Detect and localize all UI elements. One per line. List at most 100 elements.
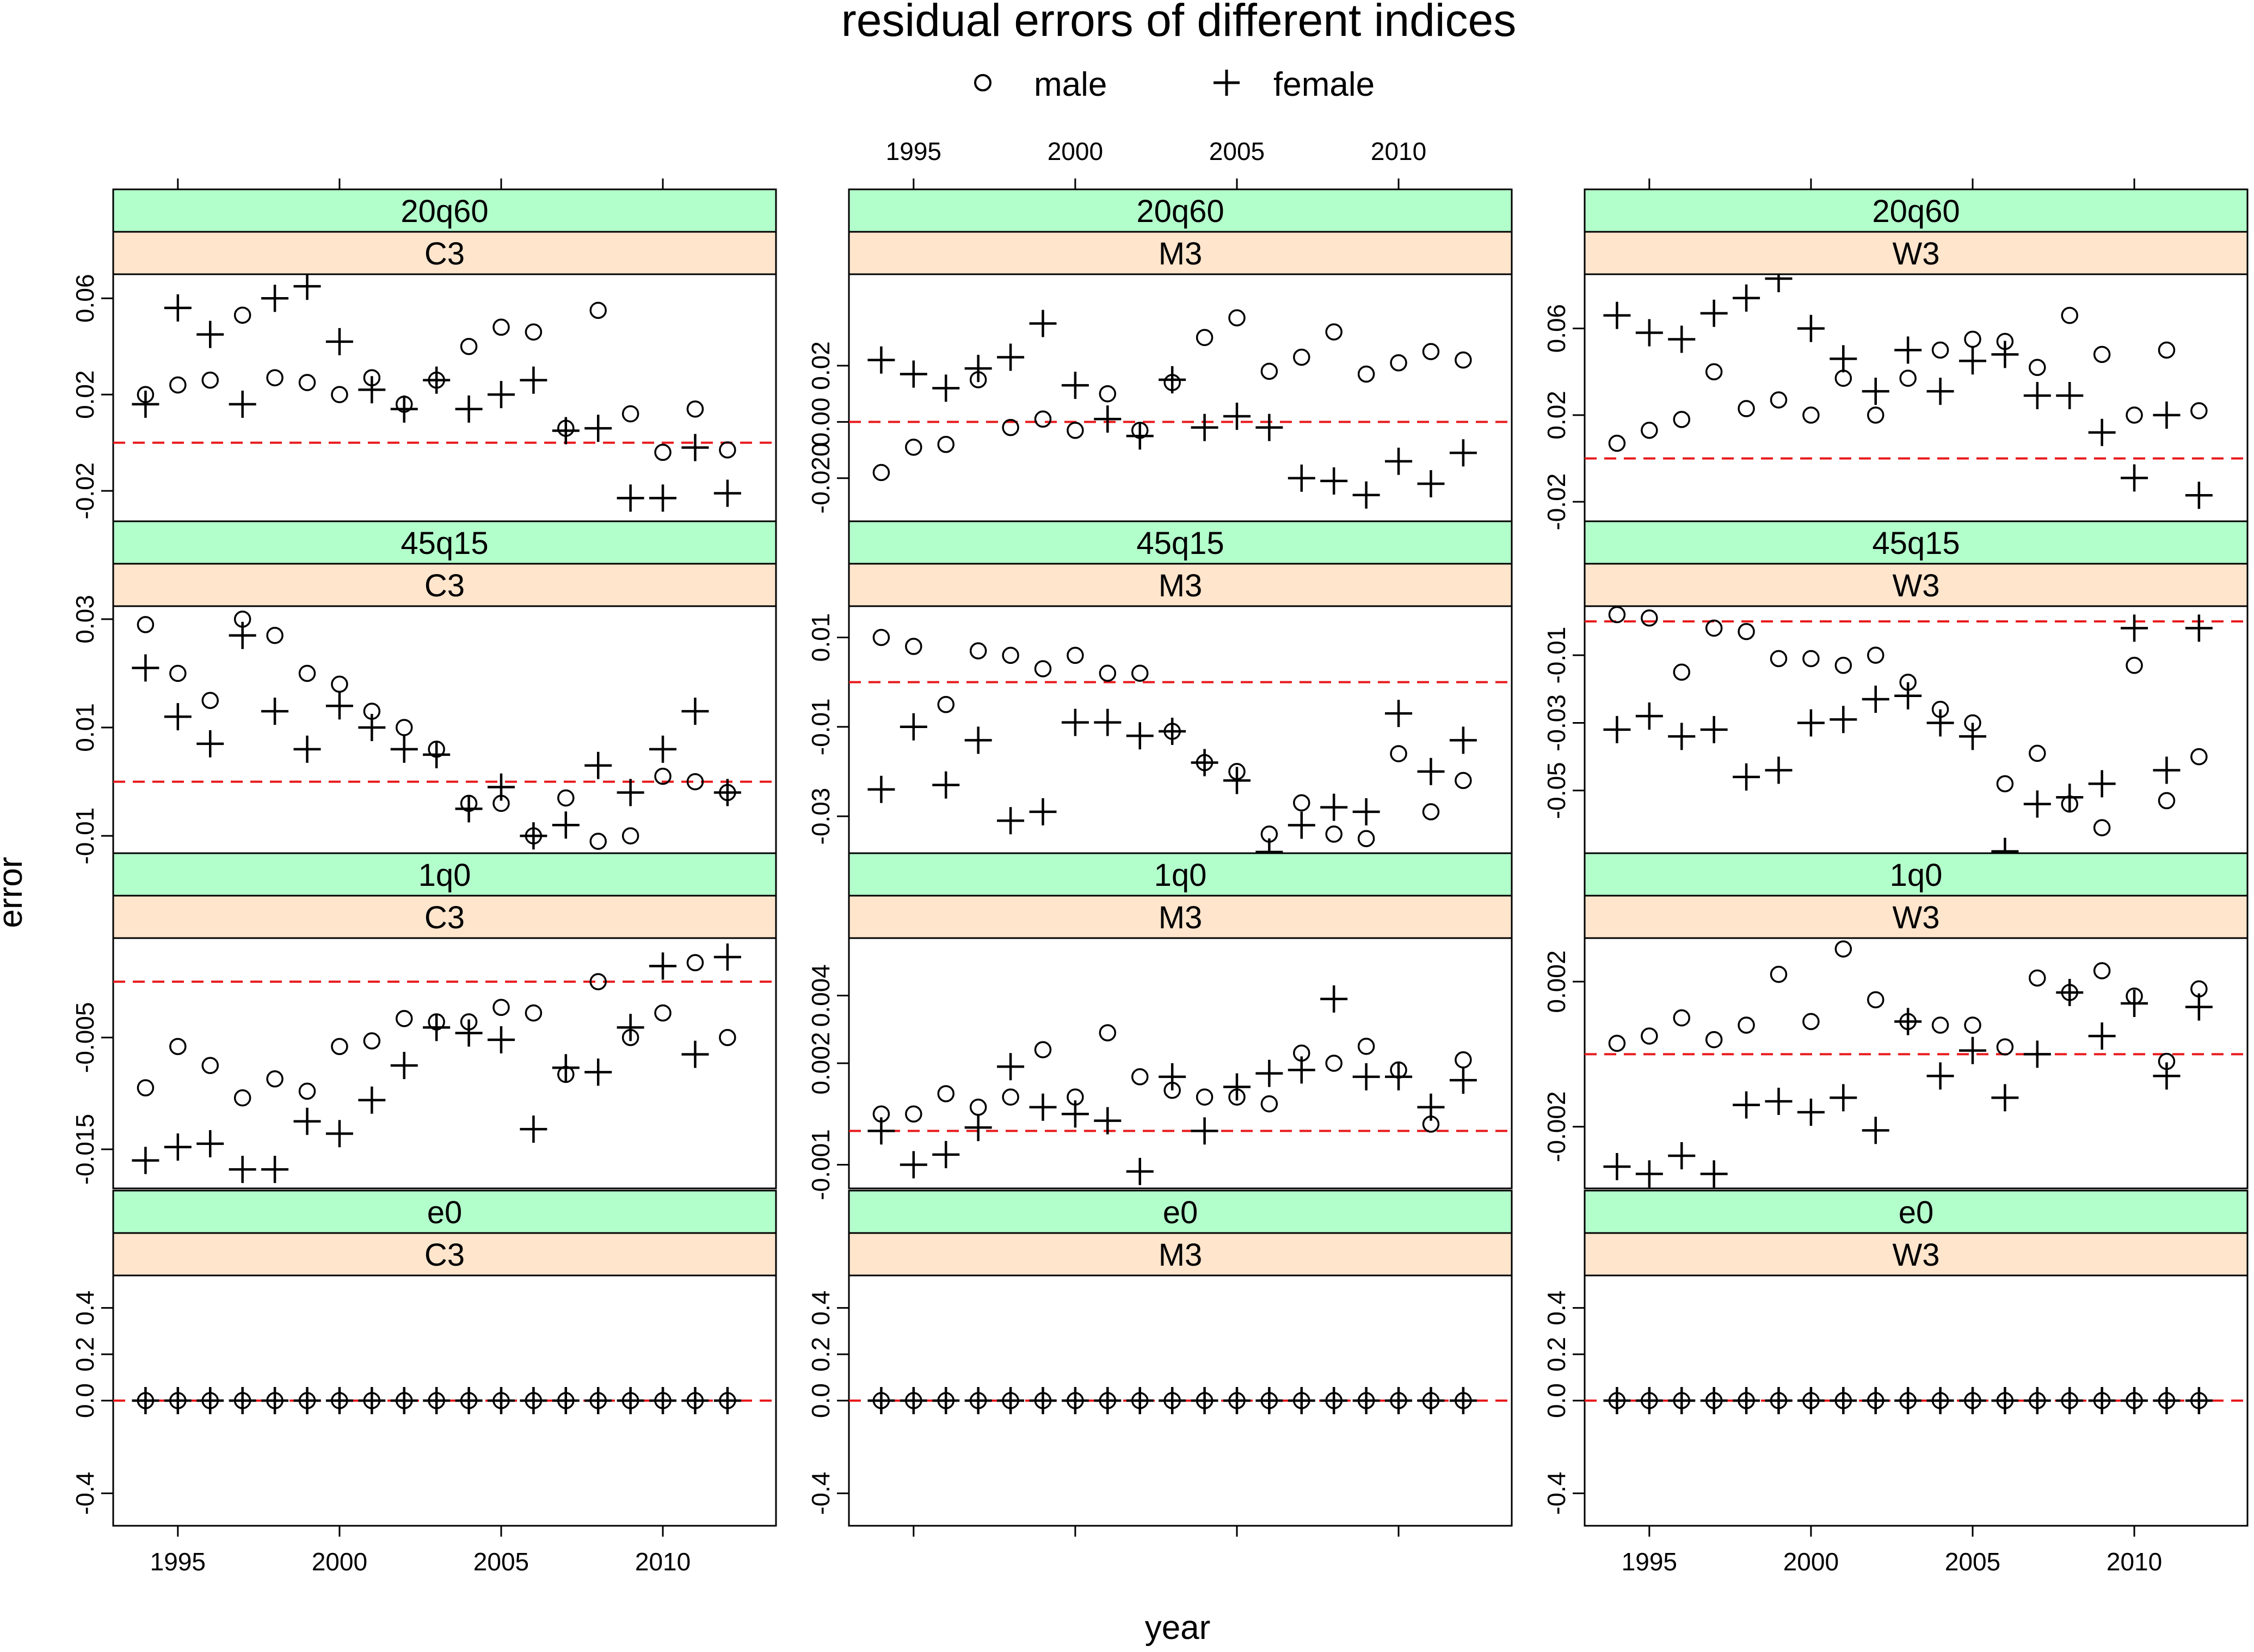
legend-female-label: female xyxy=(1273,66,1375,103)
male-point xyxy=(1325,323,1342,341)
female-point xyxy=(1417,1093,1445,1121)
index-strip xyxy=(848,1189,1513,1234)
female-point xyxy=(900,360,927,388)
model-strip-label: W3 xyxy=(1893,568,1940,603)
index-strip-label: 45q15 xyxy=(401,526,488,561)
male-point xyxy=(2158,341,2176,359)
male-point xyxy=(1034,1041,1052,1058)
y-tick-label: 0.2 xyxy=(71,1337,99,1372)
female-point xyxy=(932,1387,960,1414)
female-point xyxy=(1061,708,1089,736)
male-point xyxy=(1802,406,1820,424)
female-point xyxy=(1352,798,1380,825)
panel-e0-W3: e0 W3 -0.4 0.0 0.2 0.4 1995 2000 2005 2010 xyxy=(1542,1189,2249,1576)
panel-1q0-W3: 1q0 W3 -0.002 0.002 xyxy=(1542,852,2249,1189)
y-tick-label: 0.01 xyxy=(806,613,835,662)
male-point xyxy=(1608,434,1626,452)
male-point xyxy=(686,773,704,791)
index-strip-label: 45q15 xyxy=(1136,526,1224,561)
male-point xyxy=(1390,354,1407,372)
male-point xyxy=(937,1085,954,1102)
female-point xyxy=(1288,464,1315,492)
female-point xyxy=(1765,756,1793,784)
male-point xyxy=(589,973,607,990)
female-point xyxy=(1797,1387,1825,1414)
male-point xyxy=(905,638,922,655)
female-point xyxy=(2056,979,2084,1006)
female-point xyxy=(1320,793,1348,821)
female-point xyxy=(325,1387,353,1414)
male-point xyxy=(621,405,639,423)
female-point xyxy=(1320,467,1348,495)
female-point xyxy=(1991,1084,2019,1112)
female-point xyxy=(900,1387,927,1414)
y-tick-label: 0.2 xyxy=(1542,1337,1571,1372)
female-point xyxy=(964,1387,992,1414)
female-point xyxy=(997,1387,1025,1414)
female-point xyxy=(2023,1387,2051,1414)
male-point xyxy=(1455,772,1472,790)
female-point xyxy=(455,395,483,423)
y-tick-label: 0.02 xyxy=(1542,391,1571,440)
female-point xyxy=(261,698,289,725)
female-point xyxy=(1061,1387,1089,1414)
female-point xyxy=(2153,756,2181,784)
female-point xyxy=(261,1156,289,1183)
female-point xyxy=(584,1058,612,1086)
female-point xyxy=(1223,1073,1251,1101)
y-tick-label: -0.005 xyxy=(71,1002,99,1073)
panel-45q15-C3: 45q15 C3 -0.01 0.01 0.03 xyxy=(71,520,777,865)
female-point xyxy=(1352,1387,1380,1414)
male-point xyxy=(1834,940,1852,958)
female-point xyxy=(390,1052,418,1080)
female-point xyxy=(1255,1387,1283,1414)
model-strip-label: M3 xyxy=(1159,900,1203,935)
model-strip-label: M3 xyxy=(1159,1237,1203,1273)
male-point xyxy=(1422,343,1440,360)
female-point xyxy=(584,751,612,779)
female-point xyxy=(229,1156,256,1183)
female-point xyxy=(1700,299,1728,327)
female-point xyxy=(1288,1056,1315,1084)
x-tick-label-bottom: 2000 xyxy=(1783,1548,1839,1576)
female-point xyxy=(1765,1387,1793,1414)
female-point xyxy=(520,822,547,850)
male-point xyxy=(1641,609,1658,627)
index-strip-label: 20q60 xyxy=(1136,194,1224,229)
y-tick-label: 0.002 xyxy=(806,1032,835,1094)
female-point xyxy=(1700,1387,1728,1414)
female-point xyxy=(1126,422,1154,450)
x-tick-label-bottom: 1995 xyxy=(1622,1548,1677,1576)
male-point xyxy=(233,1089,251,1107)
index-strip xyxy=(1584,1189,2249,1234)
panel-points xyxy=(132,943,741,1183)
female-point xyxy=(325,328,353,355)
female-point xyxy=(487,1387,515,1414)
female-point xyxy=(713,943,741,971)
male-point xyxy=(589,833,607,850)
male-point xyxy=(1867,646,1885,664)
male-point xyxy=(1293,794,1310,812)
female-point xyxy=(1126,722,1154,750)
y-tick-label: -0.01 xyxy=(71,807,99,865)
female-point xyxy=(617,1014,644,1041)
male-point xyxy=(654,767,672,785)
female-point xyxy=(997,1053,1025,1081)
female-point xyxy=(1668,1142,1696,1169)
y-tick-label: -0.03 xyxy=(806,788,835,845)
index-strip xyxy=(1584,520,2249,565)
female-point xyxy=(1352,1063,1380,1090)
female-point xyxy=(964,1114,992,1142)
y-tick-label: 0.004 xyxy=(806,964,835,1027)
female-point xyxy=(2153,1387,2181,1414)
y-tick-label: 0.06 xyxy=(71,274,99,323)
female-point xyxy=(1159,718,1186,745)
panel-points xyxy=(867,628,1477,856)
female-point xyxy=(1991,1387,2019,1414)
female-point xyxy=(1926,378,1954,405)
panel-points xyxy=(132,1387,741,1414)
male-point xyxy=(1705,363,1723,380)
x-tick-label-top: 1995 xyxy=(886,137,941,165)
female-point xyxy=(1797,315,1825,342)
